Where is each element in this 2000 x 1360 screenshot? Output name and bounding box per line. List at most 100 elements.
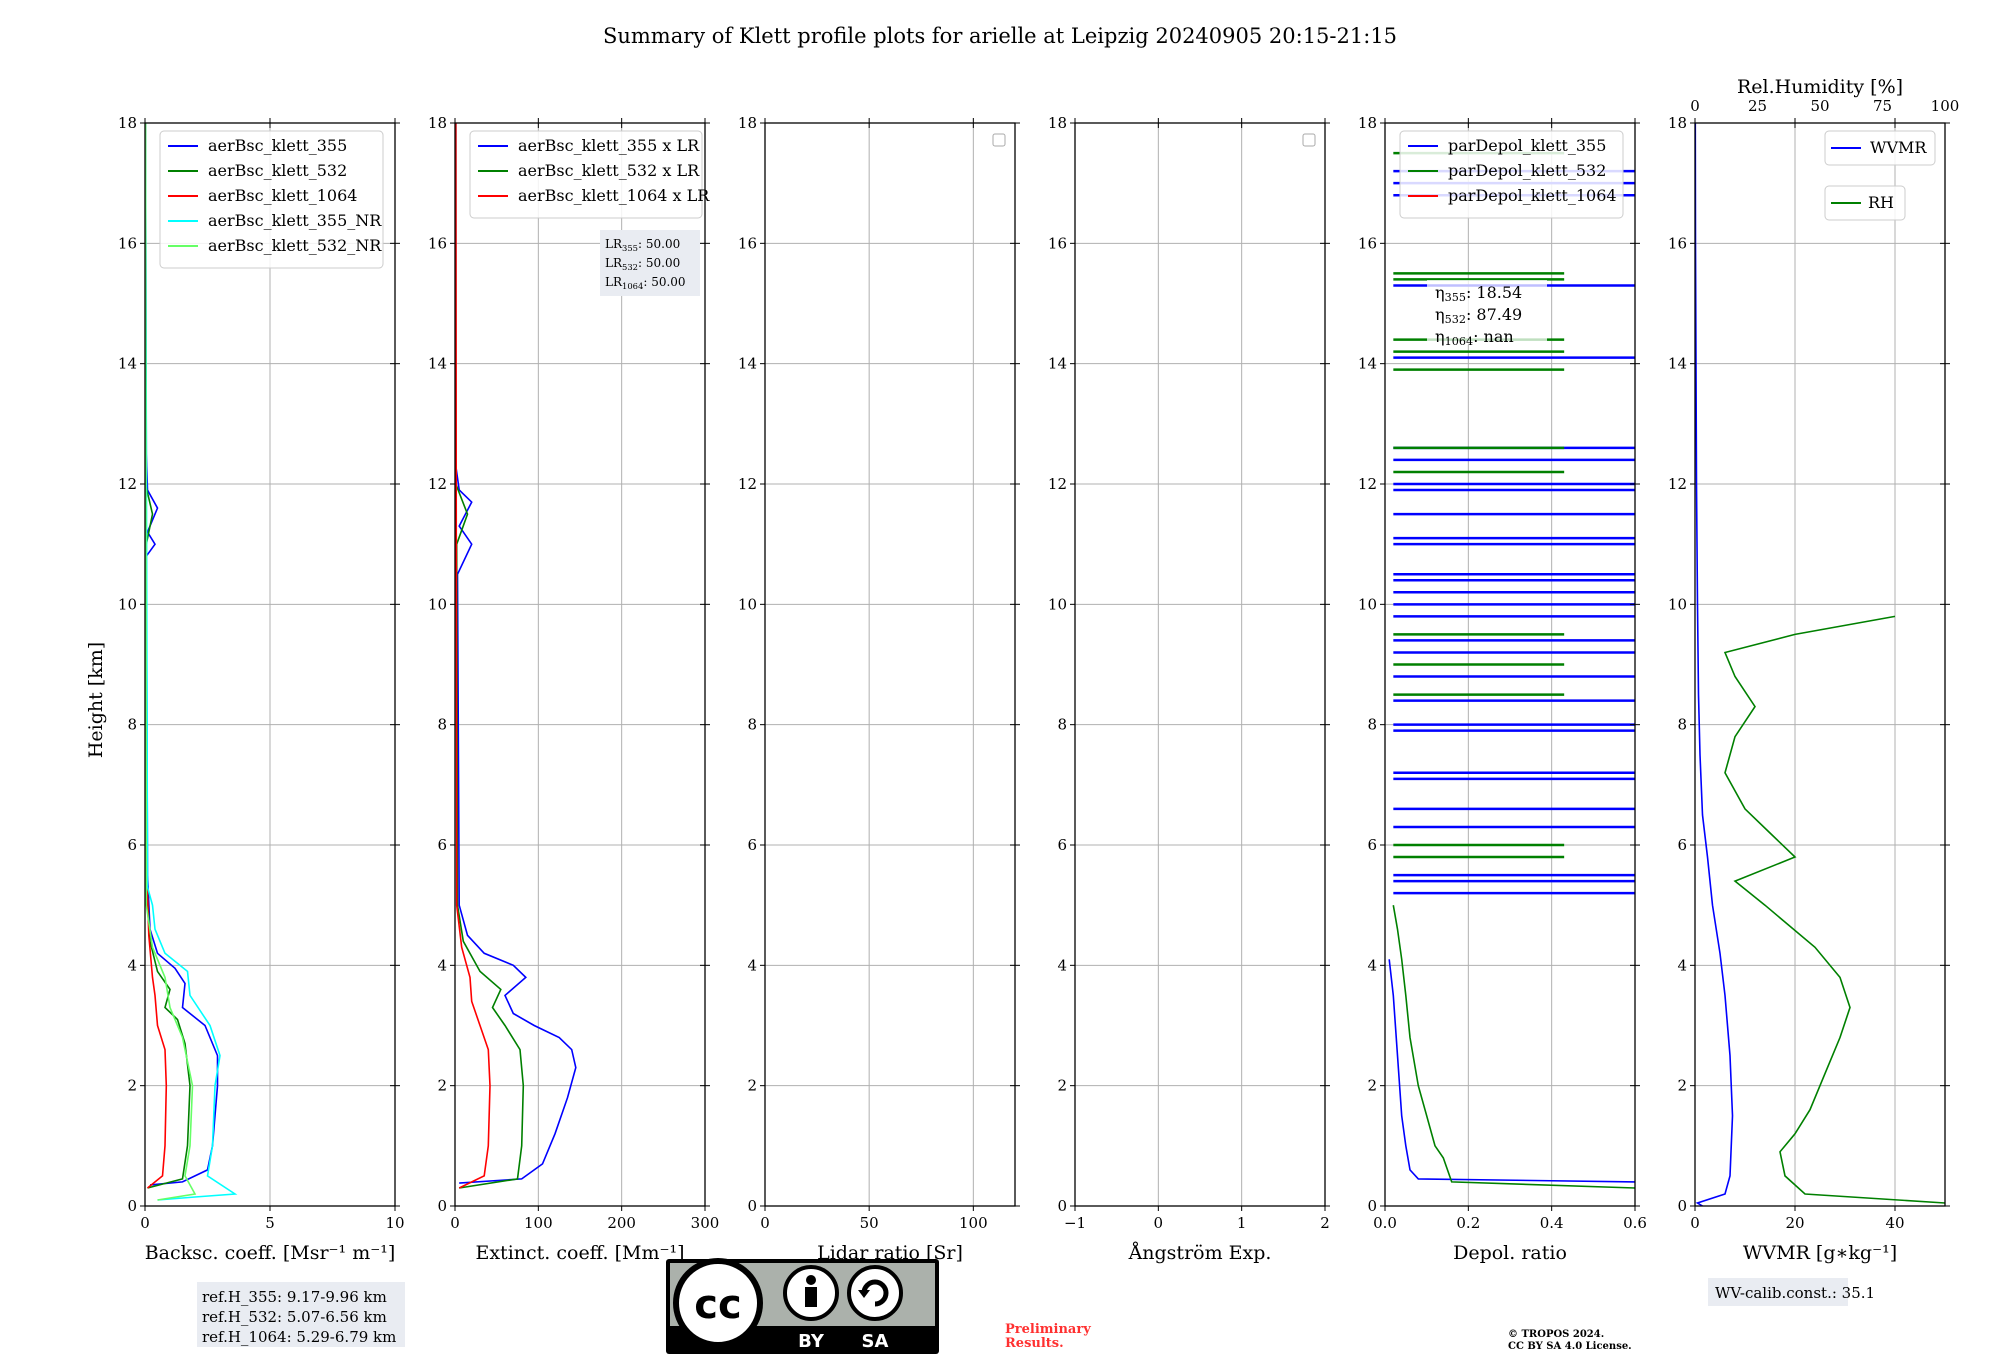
wv-calib-label: WV-calib.const.: 35.1 [1715, 1284, 1875, 1302]
empty-legend-box [1302, 133, 1316, 147]
series-line-aerBsc_klett_355 x LR [455, 123, 577, 1184]
x-tick-label: 40 [1885, 1214, 1904, 1232]
y-tick-label: 12 [1048, 475, 1067, 493]
x-tick-label: −1 [1064, 1214, 1086, 1232]
y-tick-label: 12 [1668, 475, 1687, 493]
y-tick-label: 14 [1668, 355, 1687, 373]
y-tick-label: 14 [1358, 355, 1377, 373]
x-tick-label: 0.4 [1540, 1214, 1564, 1232]
y-tick-label: 4 [747, 956, 757, 974]
x-tick-label: 0.6 [1623, 1214, 1647, 1232]
y-axis-label: Height [km] [85, 642, 107, 758]
y-tick-label: 0 [127, 1197, 137, 1215]
legend-label: aerBsc_klett_355 [208, 136, 347, 155]
y-tick-label: 4 [437, 956, 447, 974]
series-line-aerBsc_klett_532_NR [145, 123, 197, 1201]
copyright-line1: © TROPOS 2024. [1508, 1329, 1604, 1340]
x-tick-label: 0 [760, 1214, 770, 1232]
y-tick-label: 4 [1677, 956, 1687, 974]
x-tick-label: 300 [691, 1214, 720, 1232]
results-text: Results. [1005, 1336, 1064, 1351]
ref-height-label: ref.H_532: 5.07-6.56 km [202, 1308, 387, 1326]
x2-tick-label: 0 [1690, 97, 1700, 115]
panel-bsc: 0 2 4 6 8 10 12 14 16 18 0 5 10 Backsc. coeff. [Msr⁻¹… [118, 114, 405, 1347]
series-line-aerBsc_klett_1064 x LR [455, 123, 491, 1189]
y-tick-label: 12 [118, 475, 137, 493]
eta-info-box [1427, 280, 1547, 345]
y-tick-label: 18 [1048, 114, 1067, 132]
x-tick-label: 5 [265, 1214, 275, 1232]
y-tick-label: 12 [1358, 475, 1377, 493]
x-tick-label: 0 [1154, 1214, 1164, 1232]
y-tick-label: 2 [1677, 1077, 1687, 1095]
axes-frame [454, 122, 706, 1207]
y-tick-label: 6 [747, 836, 757, 854]
y-tick-label: 0 [1677, 1197, 1687, 1215]
x-axis-label: WVMR [g∗kg⁻¹] [1743, 1242, 1897, 1264]
legend-label: RH [1868, 193, 1894, 212]
y-tick-label: 2 [127, 1077, 137, 1095]
share-alike-icon [847, 1265, 903, 1321]
x-tick-label: 20 [1785, 1214, 1804, 1232]
series-line-aerBsc_klett_355 [145, 123, 219, 1186]
y-tick-label: 0 [747, 1197, 757, 1215]
legend-label: parDepol_klett_355 [1448, 136, 1606, 155]
sa-label: SA [862, 1331, 889, 1352]
x-tick-label: 2 [1320, 1214, 1330, 1232]
eta-label: η355: 18.54 [1435, 283, 1522, 304]
x-tick-label: 200 [607, 1214, 636, 1232]
x-axis-label: Extinct. coeff. [Mm⁻¹] [475, 1242, 684, 1264]
x-tick-label: 10 [385, 1214, 404, 1232]
y-tick-label: 2 [1367, 1077, 1377, 1095]
y-tick-label: 18 [738, 114, 757, 132]
y-tick-label: 2 [1057, 1077, 1067, 1095]
y-tick-label: 8 [127, 716, 137, 734]
legend-label: aerBsc_klett_1064 [208, 186, 357, 205]
y-tick-label: 10 [1668, 595, 1687, 613]
y-tick-label: 14 [1048, 355, 1067, 373]
series-line-aerBsc_klett_355_NR [145, 123, 238, 1201]
y-tick-label: 12 [428, 475, 447, 493]
x2-tick-label: 75 [1873, 97, 1892, 115]
lr-label: LR355: 50.00 [605, 237, 680, 253]
y-tick-label: 6 [1057, 836, 1067, 854]
y-tick-label: 6 [437, 836, 447, 854]
series-group [145, 123, 238, 1201]
empty-legend-box [992, 133, 1006, 147]
y-tick-label: 8 [1677, 716, 1687, 734]
legend-box [469, 130, 703, 219]
y-tick-label: 16 [1668, 234, 1687, 252]
y-tick-label: 18 [428, 114, 447, 132]
legend-label: aerBsc_klett_532 x LR [518, 161, 700, 180]
y-tick-label: 6 [1367, 836, 1377, 854]
y-tick-label: 18 [1668, 114, 1687, 132]
series-line-RH [1723, 615, 1945, 1204]
by-label: BY [798, 1331, 825, 1352]
x-axis-label: Backsc. coeff. [Msr⁻¹ m⁻¹] [145, 1242, 396, 1264]
series-group [455, 123, 577, 1189]
y-tick-label: 10 [428, 595, 447, 613]
axes-frame [1384, 122, 1636, 1207]
x-axis-label: Ångström Exp. [1128, 1242, 1272, 1264]
lr-label: LR532: 50.00 [605, 256, 680, 272]
y-tick-label: 10 [118, 595, 137, 613]
legend-box-wvmr [1824, 130, 1936, 166]
ref-height-label: ref.H_355: 9.17-9.96 km [202, 1288, 387, 1306]
y-tick-label: 8 [437, 716, 447, 734]
eta-label: η532: 87.49 [1435, 305, 1522, 326]
x-tick-label: 0.2 [1456, 1214, 1480, 1232]
series-line-parDepol_klett_355 [1388, 959, 1635, 1183]
y-tick-label: 0 [1057, 1197, 1067, 1215]
y-tick-label: 10 [1358, 595, 1377, 613]
axes-frame [1074, 122, 1326, 1207]
legend-box [159, 130, 384, 269]
x2-axis-label: Rel.Humidity [%] [1737, 76, 1903, 98]
y-tick-label: 2 [747, 1077, 757, 1095]
x2-tick-label: 25 [1748, 97, 1767, 115]
x-axis-label: Depol. ratio [1453, 1242, 1567, 1264]
panel-ext: 0 2 4 6 8 10 12 14 16 18 0 100 200 300 Extinct. coeff.… [428, 114, 719, 1264]
series-line-WVMR [1695, 123, 1734, 1206]
series-group [1695, 123, 1945, 1206]
y-tick-label: 16 [738, 234, 757, 252]
